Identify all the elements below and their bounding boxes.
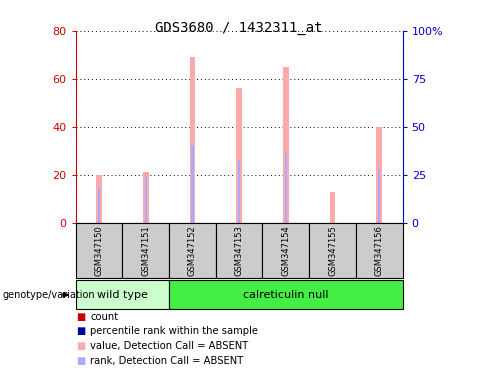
Text: calreticulin null: calreticulin null [243,290,328,300]
Text: GSM347155: GSM347155 [328,225,337,276]
Bar [144,177,147,223]
Text: ■: ■ [76,356,85,366]
Text: ■: ■ [76,341,85,351]
Text: GSM347153: GSM347153 [235,225,244,276]
Bar [376,127,382,223]
Bar [76,223,122,278]
Text: GSM347150: GSM347150 [95,225,103,276]
Bar [190,57,195,223]
Bar [330,192,335,223]
Text: count: count [90,312,119,322]
Text: GSM347152: GSM347152 [188,225,197,276]
Text: ■: ■ [76,312,85,322]
Bar [98,187,100,223]
Bar [283,67,288,223]
Text: GSM347154: GSM347154 [281,225,290,276]
Bar [263,223,309,278]
Bar [169,280,403,309]
Bar [143,172,148,223]
Text: GSM347151: GSM347151 [141,225,150,276]
Bar [96,175,102,223]
Bar [122,223,169,278]
Text: percentile rank within the sample: percentile rank within the sample [90,326,258,336]
Bar [238,161,240,223]
Bar [285,153,287,223]
Bar [356,223,403,278]
Bar [76,280,169,309]
Bar [309,223,356,278]
Text: GDS3680 / 1432311_at: GDS3680 / 1432311_at [155,21,323,35]
Bar [169,223,216,278]
Text: genotype/variation: genotype/variation [2,290,95,300]
Bar [191,146,194,223]
Bar [236,88,242,223]
Text: rank, Detection Call = ABSENT: rank, Detection Call = ABSENT [90,356,244,366]
Text: wild type: wild type [97,290,148,300]
Bar [378,167,380,223]
Text: value, Detection Call = ABSENT: value, Detection Call = ABSENT [90,341,248,351]
Text: ■: ■ [76,326,85,336]
Bar [216,223,263,278]
Text: GSM347156: GSM347156 [375,225,384,276]
